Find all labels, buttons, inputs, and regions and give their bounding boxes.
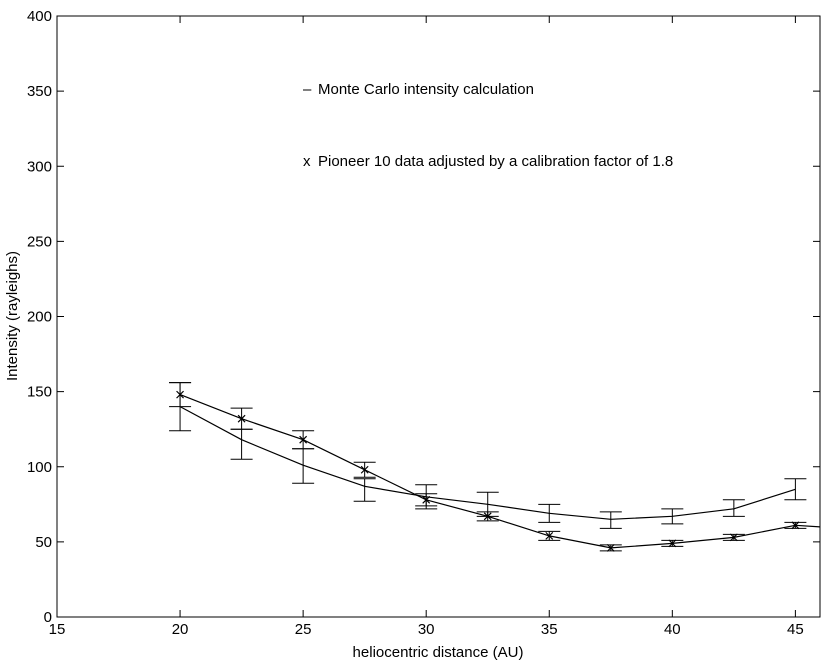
data-point-marker xyxy=(729,533,738,542)
x-tick-label: 20 xyxy=(172,621,189,638)
error-bar xyxy=(784,478,807,501)
data-point-marker xyxy=(422,495,431,504)
legend-label-monte-carlo: Monte Carlo intensity calculation xyxy=(318,81,534,98)
x-tick-label: 40 xyxy=(664,621,681,638)
x-tick-label: 15 xyxy=(49,621,66,638)
axis-ticks: 15 20 25 30 35 40 45 0 50 100 150 200 250 300 350 400 xyxy=(27,8,820,638)
data-point-marker xyxy=(237,414,246,423)
plot-frame xyxy=(56,15,821,618)
error-bar xyxy=(661,508,684,525)
data-point-marker xyxy=(545,531,554,540)
y-tick-label: 100 xyxy=(27,459,52,476)
y-tick-label: 350 xyxy=(27,83,52,100)
y-tick-label: 0 xyxy=(44,609,52,626)
y-tick-label: 400 xyxy=(27,8,52,25)
legend-label-pioneer: Pioneer 10 data adjusted by a calibratio… xyxy=(318,153,673,170)
legend-marker-monte-carlo: – xyxy=(303,81,312,98)
data-point-marker xyxy=(176,390,184,399)
y-tick-label: 200 xyxy=(27,309,52,326)
x-tick-label: 25 xyxy=(295,621,312,638)
x-tick-label: 45 xyxy=(787,621,804,638)
legend-marker-pioneer: x xyxy=(303,153,311,170)
y-tick-label: 150 xyxy=(27,384,52,401)
data-point-marker xyxy=(483,512,492,521)
data-point-marker xyxy=(299,435,308,444)
y-tick-label: 300 xyxy=(27,158,52,175)
error-bar xyxy=(538,503,561,523)
data-point-marker xyxy=(360,465,369,474)
series-line-1 xyxy=(179,394,821,549)
x-axis-label: heliocentric distance (AU) xyxy=(353,644,524,661)
x-tick-label: 35 xyxy=(541,621,558,638)
y-tick-label: 250 xyxy=(27,233,52,250)
y-tick-label: 50 xyxy=(35,534,52,551)
x-tick-label: 30 xyxy=(418,621,435,638)
data-point-marker xyxy=(668,539,677,548)
y-axis-label: Intensity (rayleighs) xyxy=(4,251,21,381)
series-layer xyxy=(169,382,821,552)
error-bar xyxy=(292,448,315,484)
data-point-marker xyxy=(791,521,800,530)
error-bar xyxy=(599,511,622,529)
data-point-marker xyxy=(606,543,615,552)
legend: – Monte Carlo intensity calculation x Pi… xyxy=(303,81,673,170)
error-bar xyxy=(353,478,376,502)
error-bar xyxy=(722,499,745,517)
error-bar xyxy=(230,428,253,460)
